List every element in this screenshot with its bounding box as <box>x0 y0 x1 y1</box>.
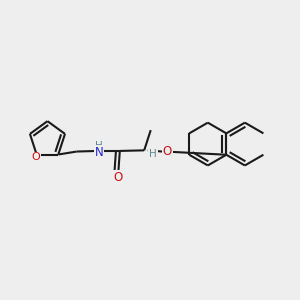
Text: O: O <box>162 145 172 158</box>
Text: H: H <box>95 141 103 151</box>
Text: O: O <box>32 152 40 163</box>
Text: H: H <box>149 149 157 159</box>
Text: O: O <box>114 171 123 184</box>
Text: N: N <box>94 146 103 159</box>
